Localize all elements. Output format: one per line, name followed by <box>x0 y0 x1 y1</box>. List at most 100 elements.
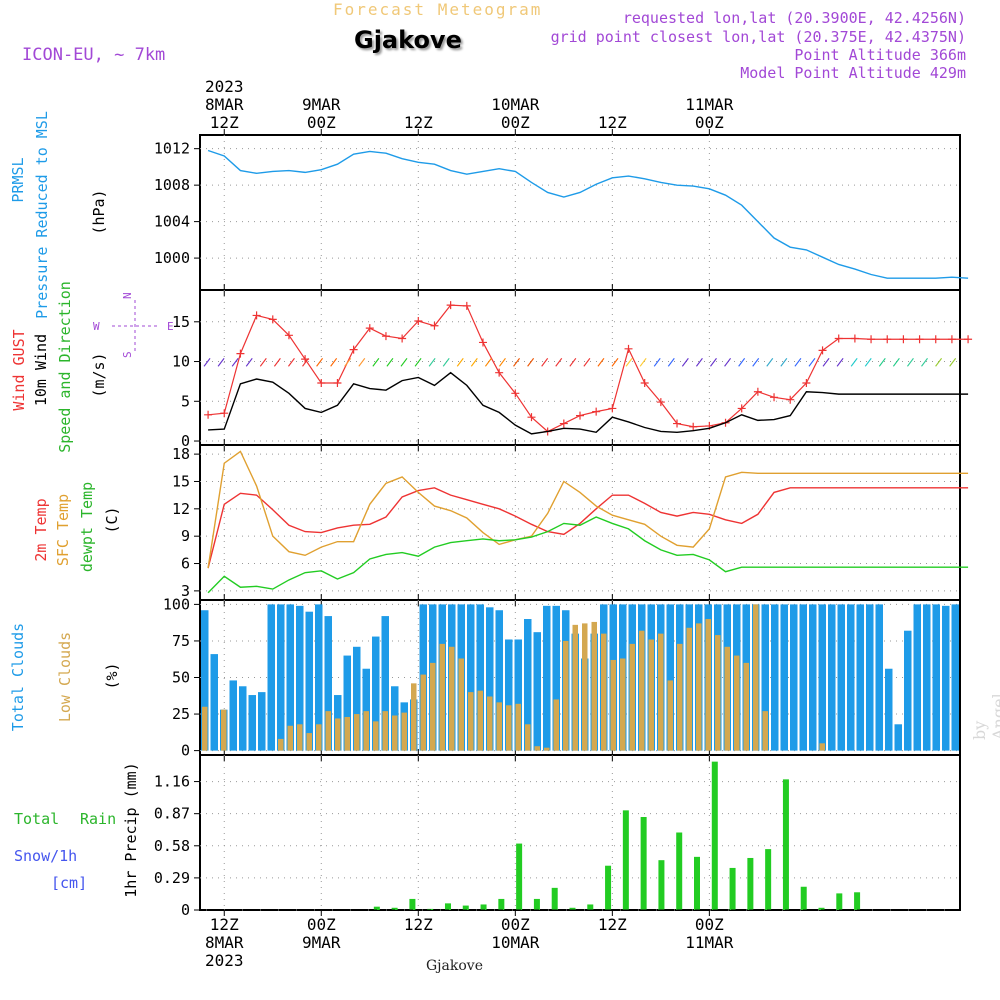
wind-direction-arrow <box>653 357 661 367</box>
bottom-time-hour: 00Z <box>501 915 530 934</box>
low-clouds-bar <box>496 702 502 751</box>
low-clouds-bar <box>287 725 293 751</box>
total-clouds-bar <box>505 639 513 751</box>
total-clouds-bar <box>324 616 332 751</box>
top-time-hour: 12Z <box>404 113 433 132</box>
rain-bar <box>551 887 558 910</box>
wind-direction-arrow <box>555 357 563 367</box>
total-clouds-bar <box>666 604 674 751</box>
total-clouds-bar <box>828 604 836 751</box>
wind-direction-arrow <box>639 357 647 367</box>
y-tick-label: 0 <box>181 432 190 450</box>
wind-direction-arrow <box>231 357 239 367</box>
rain-bar <box>498 898 505 910</box>
wind-direction-arrow <box>400 357 408 367</box>
gust-point <box>867 335 876 344</box>
wind-direction-arrow <box>372 357 380 367</box>
gust-point <box>802 379 811 387</box>
snow-unit-label: [cm] <box>51 874 87 892</box>
rain-bar <box>729 867 736 910</box>
wind-direction-arrow <box>878 357 886 367</box>
top-time-hour: 00Z <box>695 113 724 132</box>
rain-bar <box>427 908 434 910</box>
low-clouds-label: Low Clouds <box>56 632 74 722</box>
y-tick-label: 0.29 <box>154 869 190 887</box>
total-clouds-bar <box>885 668 893 751</box>
total-clouds-bar <box>372 636 380 751</box>
point-altitude: Point Altitude 366m <box>794 46 966 64</box>
compass-n: N <box>121 292 134 299</box>
low-clouds-bar <box>572 624 578 751</box>
rain-bar <box>409 898 416 910</box>
low-clouds-bar <box>582 623 588 751</box>
wind-direction-arrow <box>695 357 703 367</box>
bottom-time-date: 9MAR <box>302 933 341 952</box>
bottom-time-hour: 12Z <box>598 915 627 934</box>
gust-point <box>834 334 843 343</box>
low-clouds-bar <box>335 718 341 751</box>
low-clouds-bar <box>753 604 759 751</box>
low-clouds-bar <box>392 715 398 751</box>
gust-point <box>770 393 779 402</box>
y-tick-label: 0.58 <box>154 837 190 855</box>
gust-point <box>576 411 584 420</box>
gust-point <box>883 335 892 344</box>
rain-bar <box>818 907 825 910</box>
gust-point <box>236 349 245 358</box>
total-clouds-bar <box>951 604 959 751</box>
low-clouds-bar <box>696 623 702 751</box>
wind-direction-arrow <box>498 357 506 367</box>
wind-direction-arrow <box>822 357 830 367</box>
low-clouds-bar <box>401 712 407 751</box>
total-rain-label-1: Total <box>14 810 59 828</box>
gust-point <box>365 324 374 333</box>
low-clouds-bar <box>629 643 635 751</box>
gust-point <box>317 379 326 387</box>
gust-point <box>559 419 568 428</box>
gust-point <box>592 407 601 416</box>
y-tick-label: 50 <box>172 669 190 687</box>
product-title: Forecast Meteogram <box>333 0 543 19</box>
low-clouds-bar <box>724 646 730 751</box>
total-clouds-bar <box>362 668 370 751</box>
rain-bar <box>622 810 629 910</box>
y-tick-label: 0 <box>181 901 190 919</box>
low-clouds-bar <box>743 662 749 751</box>
wind-direction-arrow <box>667 357 675 367</box>
total-clouds-bar <box>486 607 494 751</box>
wind-direction-arrow <box>527 357 535 367</box>
y-tick-label: 18 <box>172 445 190 463</box>
low-clouds-bar <box>316 724 322 751</box>
wind-direction-arrow <box>836 357 844 367</box>
total-clouds-bar <box>875 604 883 751</box>
wind-direction-arrow <box>484 357 492 367</box>
gust-point <box>964 335 973 344</box>
gust-point <box>495 368 504 377</box>
bottom-time-date: 10MAR <box>491 933 540 952</box>
wind-direction-arrow <box>935 357 943 367</box>
gust-label: Wind GUST <box>10 329 28 410</box>
wind-direction-arrow <box>245 357 253 367</box>
low-clouds-bar <box>762 711 768 751</box>
wind-direction-arrow <box>386 357 394 367</box>
model-name: ICON-EU, ~ 7km <box>22 45 166 65</box>
total-clouds-bar <box>761 604 769 751</box>
total-clouds-bar <box>552 605 560 751</box>
total-clouds-bar <box>248 695 256 751</box>
y-tick-label: 3 <box>181 582 190 600</box>
top-time-date: 8MAR <box>205 95 244 114</box>
bottom-time-date: 8MAR <box>205 933 244 952</box>
gust-point <box>608 404 617 413</box>
rain-bar <box>391 907 398 910</box>
gust-point <box>624 344 633 353</box>
wind-direction-arrow <box>906 357 914 367</box>
wind-direction-arrow <box>414 357 422 367</box>
total-rain-label-2: Rain <box>80 810 116 828</box>
top-time-hour: 00Z <box>501 113 530 132</box>
total-clouds-bar <box>904 630 912 751</box>
low-clouds-bar <box>430 662 436 751</box>
low-clouds-bar <box>506 705 512 751</box>
gust-point <box>220 409 229 418</box>
total-clouds-bar <box>286 604 294 751</box>
low-clouds-bar <box>553 699 559 751</box>
